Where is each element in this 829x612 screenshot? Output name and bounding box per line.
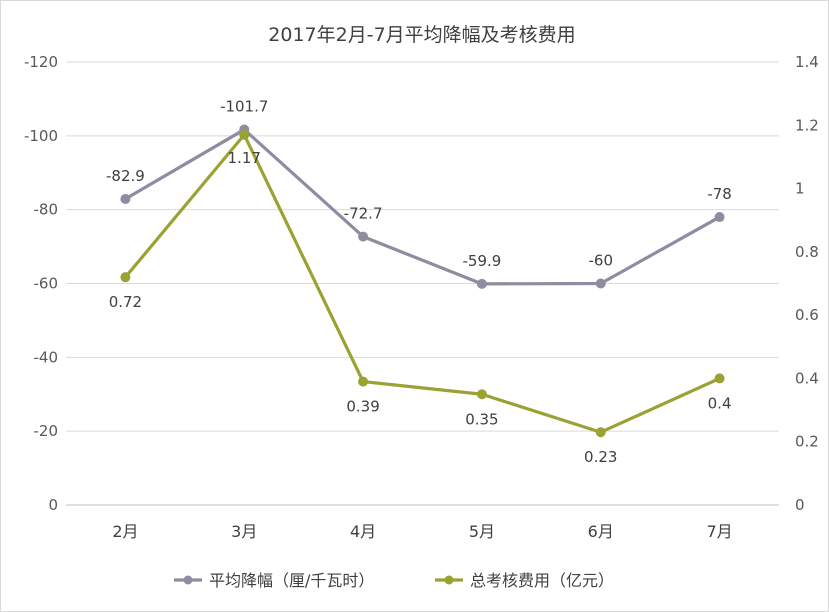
data-label: -101.7 — [220, 98, 268, 116]
x-tick-label: 3月 — [231, 522, 257, 541]
data-label: 0.39 — [346, 398, 379, 416]
data-point — [595, 278, 606, 289]
y-right-tick-label: 0 — [795, 496, 805, 514]
x-tick-label: 4月 — [350, 522, 376, 541]
series-line — [123, 127, 722, 286]
data-point — [120, 193, 131, 204]
x-tick-label: 5月 — [469, 522, 495, 541]
y-right-tick-label: 1 — [795, 180, 805, 198]
data-point — [595, 427, 606, 438]
data-label: -60 — [589, 252, 614, 270]
legend-marker — [444, 575, 454, 585]
y-left-tick-label: -20 — [34, 422, 59, 440]
x-tick-label: 6月 — [588, 522, 614, 541]
data-label: -59.9 — [463, 252, 502, 270]
legend-label: 总考核费用（亿元） — [470, 571, 614, 590]
data-point — [358, 231, 369, 242]
y-right-tick-label: 0.6 — [795, 306, 819, 324]
legend-marker — [183, 575, 193, 585]
data-label: 0.23 — [584, 448, 617, 466]
data-point — [714, 212, 725, 223]
data-label: -78 — [707, 185, 732, 203]
y-left-tick-label: 0 — [48, 496, 58, 514]
data-label: 0.4 — [708, 394, 732, 412]
y-right-tick-label: 0.2 — [795, 433, 819, 451]
data-label: -82.9 — [106, 167, 145, 185]
data-point — [358, 376, 369, 387]
y-left-tick-label: -120 — [24, 53, 58, 71]
data-label: 1.17 — [228, 149, 261, 167]
data-point — [120, 272, 131, 283]
y-left-tick-label: -60 — [34, 275, 59, 293]
data-label: -72.7 — [344, 205, 383, 223]
data-point — [239, 129, 250, 140]
y-left-tick-label: -40 — [34, 348, 59, 366]
data-point — [476, 389, 487, 400]
data-label: 0.72 — [109, 293, 142, 311]
y-right-tick-label: 0.8 — [795, 243, 819, 261]
y-left-tick-label: -80 — [34, 201, 59, 219]
chart-title: 2017年2月-7月平均降幅及考核费用 — [268, 24, 575, 46]
legend-label: 平均降幅（厘/千瓦时） — [209, 571, 374, 590]
y-left-tick-label: -100 — [24, 127, 58, 145]
y-right-tick-label: 0.4 — [795, 369, 819, 387]
x-tick-label: 2月 — [112, 522, 138, 541]
data-point — [714, 373, 725, 384]
series-line — [123, 133, 722, 434]
y-right-tick-label: 1.2 — [795, 116, 819, 134]
data-label: 0.35 — [465, 410, 498, 428]
data-point — [476, 278, 487, 289]
x-tick-label: 7月 — [706, 522, 732, 541]
y-right-tick-label: 1.4 — [795, 53, 819, 71]
